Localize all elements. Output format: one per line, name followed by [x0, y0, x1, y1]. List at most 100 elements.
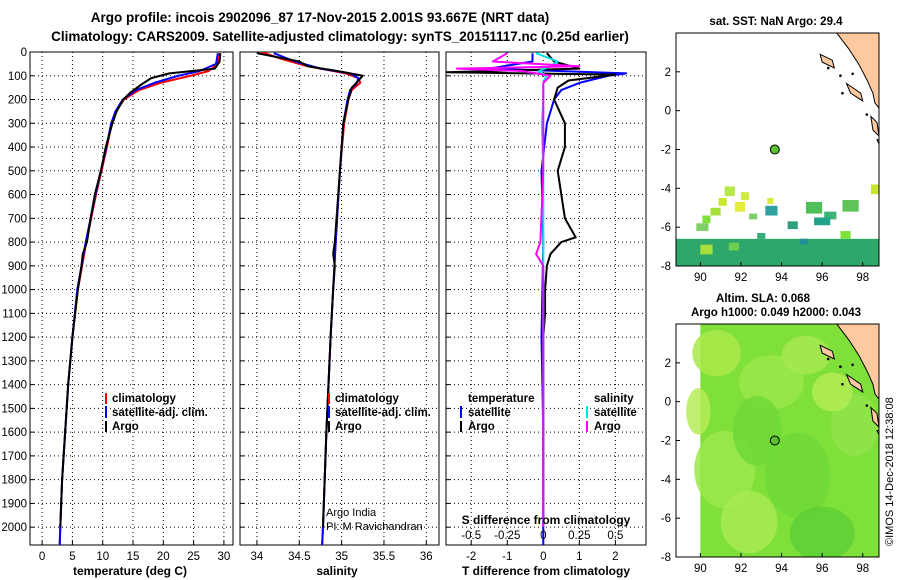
pi-line-2: PI: M Ravichandran: [326, 521, 423, 533]
sla-map-title-1: Altim. SLA: 0.068: [716, 293, 811, 305]
sal-legend-climatology-label: climatology: [335, 393, 400, 405]
sla-map-content: [676, 324, 879, 557]
sst-cell: [702, 215, 711, 224]
difference-panel: -2 -1 0 1 2 -0.5 -0.25 0 0.25 0.5: [445, 51, 647, 563]
sumatra-coast: [836, 324, 879, 400]
sla-anomaly-patch: [692, 329, 741, 377]
islet: [851, 72, 854, 76]
diff-legend-salinity-title: salinity: [594, 393, 634, 405]
x-tick-label: 36: [420, 551, 433, 563]
y-tick-label: 800: [8, 237, 27, 249]
y-tick-label: 1700: [1, 451, 27, 463]
s-diff-tick-label: 0: [540, 530, 546, 542]
sla-anomaly-patch: [789, 506, 855, 557]
x-tick-label: 1: [576, 551, 582, 563]
y-tick-label: 200: [8, 95, 27, 107]
legend-satellite-label: satellite-adj. clim.: [112, 407, 208, 419]
x-tick-label: 34.5: [288, 551, 310, 563]
s-difference-axis-label: S difference from climatology: [462, 513, 631, 527]
x-tick-label: -2: [466, 551, 476, 563]
islet: [839, 74, 842, 78]
sst-cell: [724, 186, 735, 197]
sst-cell: [740, 192, 750, 200]
sst-cell: [870, 184, 879, 195]
t-satellite-line: [488, 53, 628, 545]
x-tick-label: 35.5: [373, 551, 395, 563]
island: [819, 344, 836, 360]
y-tick-label: 900: [8, 261, 27, 273]
legend-climatology-label: climatology: [112, 393, 177, 405]
map-y-tick-label: -2: [661, 145, 671, 157]
plot-frame: [29, 51, 234, 546]
sst-cell: [728, 242, 739, 251]
sst-cell: [767, 198, 774, 204]
t-difference-axis-label: T difference from climatology: [462, 564, 630, 578]
s-diff-tick-label: 0.25: [568, 530, 590, 542]
x-tick-label: 25: [187, 551, 200, 563]
y-tick-label: 2000: [1, 522, 27, 534]
y-tick-label: 1800: [1, 475, 27, 487]
y-tick-label: 700: [8, 213, 27, 225]
sst-cell: [710, 207, 721, 216]
y-tick-label: 1900: [1, 498, 27, 510]
sal-legend-argo-label: Argo: [335, 421, 362, 433]
pi-line-1: Argo India: [326, 507, 377, 519]
y-tick-label: 1000: [1, 285, 27, 297]
sla-anomaly-patch: [830, 393, 879, 457]
x-tick-label: 30: [218, 551, 231, 563]
x-tick-label: -1: [502, 551, 512, 563]
sla-anomaly-patch: [720, 490, 778, 554]
sla-anomaly-patch: [765, 432, 831, 519]
map-x-tick-label: 98: [856, 272, 869, 284]
map-x-tick-label: 94: [775, 563, 788, 575]
map-y-tick-label: -6: [661, 222, 671, 234]
map-y-tick-label: -4: [661, 183, 672, 195]
diff-legend-t-argo-label: Argo: [468, 421, 495, 433]
islet: [865, 113, 869, 116]
argo-float-marker: [769, 435, 780, 446]
sla-anomaly-patch: [781, 335, 831, 375]
s-diff-tick-label: -0.5: [461, 530, 481, 542]
islet: [839, 365, 842, 369]
x-tick-label: 35: [335, 551, 348, 563]
y-tick-label: 1400: [1, 380, 27, 392]
y-tick-label: 500: [8, 166, 27, 178]
island: [845, 373, 864, 394]
islet: [841, 91, 844, 95]
x-tick-label: 20: [157, 551, 170, 563]
y-tick-label: 1100: [2, 308, 27, 320]
x-tick-label: 2: [612, 551, 618, 563]
sst-cell: [805, 201, 823, 214]
map-x-tick-label: 92: [735, 563, 748, 575]
x-tick-label: 10: [96, 551, 109, 563]
plot-frame: [445, 51, 647, 546]
map-y-tick-label: -2: [661, 436, 671, 448]
map-x-tick-label: 98: [856, 563, 869, 575]
plot-frame: [239, 51, 440, 546]
s-argo-line: [455, 52, 581, 528]
salinity-axis-label: salinity: [316, 564, 358, 578]
x-tick-label: 0: [39, 551, 45, 563]
sst-cell: [696, 223, 709, 232]
map-y-tick-label: 2: [665, 358, 671, 370]
diff-legend-s-satellite-label: satellite: [594, 407, 637, 419]
sst-cell: [799, 238, 808, 245]
sst-cell: [842, 199, 859, 212]
temperature-axis-label: temperature (deg C): [73, 564, 187, 578]
temperature-legend: climatology satellite-adj. clim. Argo: [105, 393, 208, 433]
sst-map-panel: 90 92 94 96 98 -8 -6 -4 -2 0 2: [661, 32, 880, 284]
map-x-tick-label: 94: [775, 272, 788, 284]
islet: [841, 382, 844, 386]
title-line-2: Climatology: CARS2009. Satellite-adjuste…: [51, 29, 629, 44]
map-y-tick-label: 0: [665, 106, 671, 118]
islet: [865, 404, 869, 407]
sst-cell: [765, 205, 778, 216]
map-y-tick-label: -4: [661, 474, 672, 486]
argo-line: [256, 52, 364, 528]
legend-argo-label: Argo: [112, 421, 139, 433]
sst-cell: [787, 221, 798, 230]
sla-anomaly-patch: [812, 372, 853, 412]
difference-legend: temperature satellite Argo salinity sate…: [460, 393, 637, 433]
salinity-legend: climatology satellite-adj. clim. Argo: [328, 393, 431, 433]
